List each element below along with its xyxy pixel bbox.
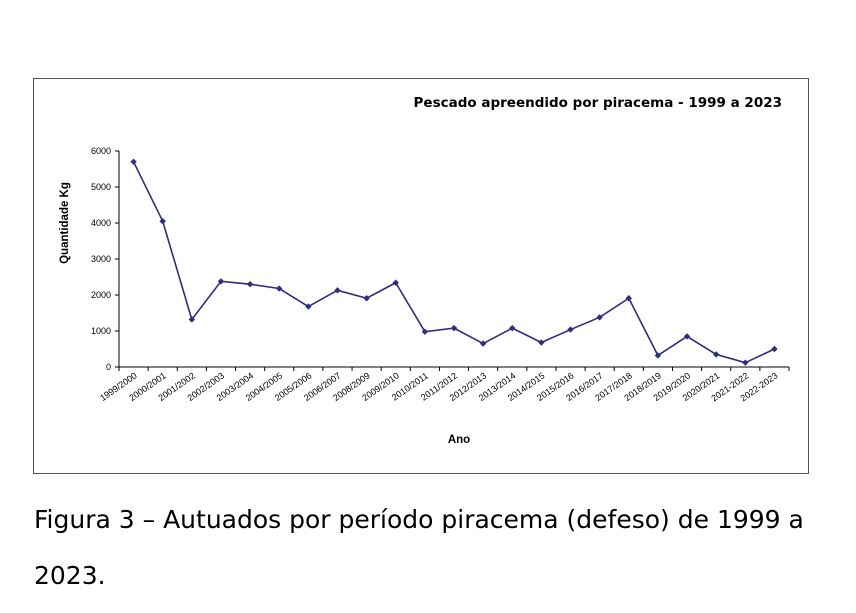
data-point (217, 278, 225, 285)
y-tick-label: 0 (106, 362, 111, 372)
line-chart: Pescado apreendido por piracema - 1999 a… (59, 95, 790, 446)
data-point (276, 285, 283, 292)
data-point (305, 303, 312, 310)
series-group (130, 158, 778, 366)
data-point (188, 316, 196, 323)
data-point (246, 281, 254, 288)
data-point (683, 333, 691, 340)
x-axis-label: Ano (448, 434, 470, 446)
data-point (479, 340, 487, 347)
y-tick-label: 4000 (91, 218, 111, 228)
data-point (450, 324, 458, 332)
y-axis-label: Quantidade Kg (59, 182, 71, 264)
data-point (654, 352, 662, 359)
y-tick-label: 6000 (91, 146, 111, 156)
data-point (392, 279, 399, 286)
y-tick-label: 1000 (91, 326, 111, 336)
data-point (159, 218, 166, 225)
data-point (334, 287, 341, 294)
data-point (538, 339, 545, 346)
data-point (130, 158, 137, 165)
y-tick-label: 5000 (91, 182, 111, 192)
data-point (712, 351, 720, 358)
series-line (132, 161, 775, 364)
y-tick-label: 2000 (91, 290, 111, 300)
data-point (742, 359, 749, 366)
data-point (509, 324, 516, 332)
data-point (771, 345, 778, 353)
data-point (625, 295, 632, 302)
chart-frame: Pescado apreendido por piracema - 1999 a… (33, 78, 809, 474)
y-tick-label: 3000 (91, 254, 111, 264)
data-point (567, 326, 574, 333)
figure-caption: Figura 3 – Autuados por período piracema… (34, 505, 804, 590)
x-axis: 1999/20002000/20012001/20022002/20032003… (98, 366, 790, 403)
chart-title: Pescado apreendido por piracema - 1999 a… (414, 95, 782, 111)
data-point (596, 314, 603, 321)
data-point (363, 295, 370, 302)
y-axis: 0 1000 2000 3000 4000 5000 6000 (91, 146, 120, 372)
